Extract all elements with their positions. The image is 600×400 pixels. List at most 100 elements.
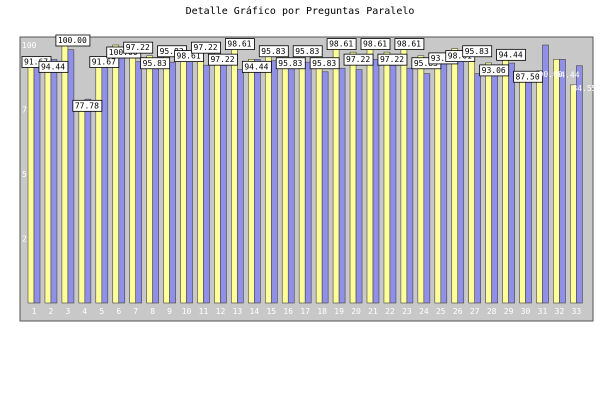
bar-s2-3	[67, 49, 75, 304]
x-tick-label: 22	[385, 307, 395, 316]
x-tick-label: 15	[266, 307, 276, 316]
data-label: 95.83	[312, 59, 336, 68]
data-label-box	[377, 53, 408, 66]
bar-s1-6	[112, 44, 120, 304]
bar-s2-28	[491, 67, 498, 304]
bar-s1-14	[248, 59, 255, 304]
bar-s1-9	[163, 55, 170, 304]
data-label-box	[258, 45, 289, 58]
data-label: 94.44	[555, 70, 579, 79]
data-label: 95.83	[295, 47, 319, 56]
x-tick-label: 20	[351, 307, 361, 316]
x-tick-label: 14	[250, 307, 260, 316]
bar-s2-1	[33, 66, 41, 304]
bar-s2-32	[559, 59, 566, 304]
data-label-box	[496, 48, 527, 61]
data-label-box	[191, 41, 221, 54]
x-tick-label: 2	[49, 307, 54, 316]
data-label-box	[89, 56, 120, 68]
x-tick-label: 25	[436, 307, 446, 316]
x-tick-label: 31	[538, 307, 548, 316]
data-label: 90.00	[539, 70, 563, 79]
x-tick-label: 6	[116, 307, 121, 316]
bar-s1-10	[180, 48, 187, 304]
x-tick-label: 19	[334, 307, 344, 316]
bar-s1-2	[44, 59, 52, 304]
y-tick-label: 25	[22, 235, 32, 244]
x-tick-label: 12	[216, 307, 226, 316]
data-label: 98.61	[227, 40, 251, 49]
x-tick-label: 5	[99, 307, 104, 316]
data-label: 98.61	[329, 40, 353, 49]
data-label-box	[38, 60, 69, 73]
bar-s1-32	[553, 59, 560, 304]
data-label-box	[140, 57, 171, 70]
bar-s1-13	[231, 48, 238, 304]
data-label-box	[55, 34, 91, 47]
bar-s2-16	[287, 60, 295, 304]
data-label: 98.61	[363, 40, 387, 49]
data-label: 95.83	[414, 59, 438, 68]
bar-s2-11	[203, 64, 210, 304]
bar-s1-28	[485, 62, 492, 304]
bar-s2-7	[135, 61, 142, 304]
data-label: 98.61	[397, 40, 421, 49]
x-tick-label: 7	[133, 307, 138, 316]
x-tick-label: 3	[65, 307, 70, 316]
bar-s1-11	[197, 51, 204, 304]
data-label: 98.61	[177, 52, 201, 61]
bar-s1-26	[451, 48, 459, 304]
x-tick-label: 24	[419, 307, 429, 316]
data-label-box	[224, 38, 255, 50]
data-label: 93.06	[482, 66, 506, 75]
bar-s2-20	[355, 69, 363, 304]
bar-s1-12	[214, 51, 221, 304]
bar-s1-24	[417, 55, 425, 304]
bar-s2-24	[423, 73, 431, 304]
bar-s2-4	[84, 98, 92, 304]
data-label: 95.83	[261, 47, 285, 56]
bar-s2-22	[389, 61, 397, 304]
bar-s2-23	[406, 67, 414, 304]
bar-s1-29	[502, 59, 509, 304]
x-tick-label: 26	[453, 307, 463, 316]
bar-s1-17	[298, 55, 306, 304]
data-label: 94.44	[244, 62, 268, 71]
data-label: 97.22	[210, 55, 234, 64]
bar-s1-16	[281, 55, 289, 304]
data-label: 98.61	[448, 52, 472, 61]
data-label: 84.55	[572, 84, 596, 93]
data-label-box	[292, 45, 323, 58]
data-label-box	[208, 53, 238, 66]
bar-s2-30	[525, 79, 532, 304]
bar-s2-6	[118, 51, 126, 304]
bar-s2-8	[152, 61, 159, 304]
bar-s1-27	[468, 55, 476, 304]
data-label: 93.06	[431, 54, 455, 63]
bar-s1-7	[129, 51, 136, 304]
bar-s2-17	[304, 61, 312, 304]
x-tick-label: 28	[487, 307, 497, 316]
x-tick-label: 11	[199, 307, 209, 316]
x-tick-label: 29	[504, 307, 514, 316]
bar-s2-29	[508, 62, 515, 304]
bar-s1-25	[434, 62, 442, 304]
bar-s1-31	[536, 70, 543, 304]
data-label-box	[360, 38, 391, 50]
bar-s1-1	[27, 66, 35, 304]
chart-title: Detalle Gráfico por Preguntas Paralelo	[185, 6, 415, 17]
data-label-box	[394, 38, 425, 50]
x-tick-label: 9	[167, 307, 172, 316]
bar-s2-31	[542, 44, 549, 304]
x-tick-label: 10	[182, 307, 192, 316]
x-tick-label: 4	[82, 307, 87, 316]
data-label: 77.78	[75, 101, 99, 110]
bar-s1-20	[349, 51, 357, 304]
data-label-box	[326, 38, 357, 50]
data-label-box	[343, 53, 374, 66]
x-tick-label: 18	[317, 307, 327, 316]
x-tick-label: 33	[572, 307, 582, 316]
data-label-box	[241, 60, 272, 73]
data-label: 94.44	[41, 62, 65, 71]
